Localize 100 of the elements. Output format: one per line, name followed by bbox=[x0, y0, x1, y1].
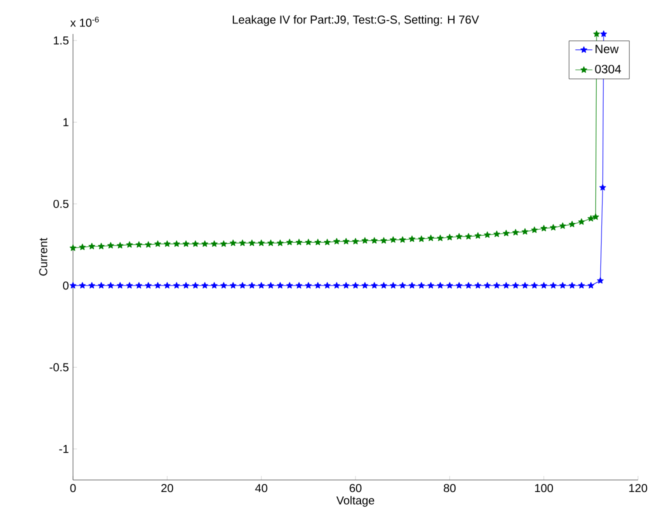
point bbox=[192, 240, 199, 247]
point bbox=[276, 282, 284, 288]
x-tick-label: 60 bbox=[350, 484, 362, 492]
point bbox=[70, 244, 76, 251]
point bbox=[370, 282, 378, 288]
x-tick-label: 100 bbox=[535, 484, 553, 492]
point bbox=[456, 282, 462, 288]
point bbox=[592, 213, 599, 220]
point bbox=[568, 220, 576, 228]
point bbox=[593, 30, 600, 37]
point bbox=[540, 224, 548, 232]
point bbox=[286, 238, 293, 246]
point bbox=[230, 282, 236, 288]
point bbox=[588, 215, 594, 222]
y-tick-label: 0.5 bbox=[53, 200, 68, 208]
point bbox=[144, 282, 152, 288]
point bbox=[531, 226, 538, 233]
x-tick-label: 0 bbox=[70, 484, 76, 492]
point bbox=[182, 240, 190, 247]
point bbox=[202, 282, 208, 288]
point bbox=[418, 236, 425, 242]
point bbox=[427, 282, 434, 288]
point bbox=[136, 241, 142, 248]
x-tick-label: 20 bbox=[161, 484, 174, 492]
point bbox=[286, 282, 293, 288]
point bbox=[220, 240, 228, 247]
point bbox=[314, 238, 322, 246]
point bbox=[296, 238, 302, 246]
point bbox=[79, 282, 86, 288]
point bbox=[192, 282, 199, 288]
point bbox=[436, 234, 444, 242]
point bbox=[380, 282, 388, 288]
point bbox=[352, 238, 359, 244]
point bbox=[446, 234, 454, 240]
point bbox=[493, 282, 500, 288]
point bbox=[370, 237, 378, 244]
point bbox=[116, 282, 124, 288]
point bbox=[531, 282, 538, 288]
point bbox=[578, 282, 585, 288]
point bbox=[550, 224, 557, 230]
point bbox=[98, 282, 105, 288]
point bbox=[107, 242, 114, 248]
point bbox=[390, 236, 397, 243]
point bbox=[568, 282, 576, 288]
point bbox=[408, 236, 416, 242]
point bbox=[342, 282, 350, 288]
point bbox=[342, 238, 350, 244]
point bbox=[296, 282, 302, 288]
point bbox=[79, 244, 86, 250]
point bbox=[144, 241, 152, 248]
point bbox=[116, 242, 124, 248]
y-tick-label: 1 bbox=[63, 118, 68, 126]
point bbox=[230, 240, 236, 246]
point bbox=[333, 238, 340, 244]
point bbox=[333, 282, 340, 288]
point bbox=[465, 233, 472, 240]
x-tick-label: 120 bbox=[629, 484, 648, 492]
point bbox=[522, 228, 528, 235]
point bbox=[239, 282, 246, 288]
point bbox=[399, 236, 406, 243]
point bbox=[276, 240, 284, 246]
y-axis-title: Current bbox=[39, 238, 48, 276]
point bbox=[70, 282, 76, 288]
point bbox=[126, 241, 133, 248]
y-tick-label: -0.5 bbox=[50, 363, 68, 372]
point bbox=[599, 184, 606, 190]
point bbox=[202, 240, 208, 247]
x-axis-title: Voltage bbox=[336, 496, 374, 507]
point bbox=[267, 282, 274, 288]
point bbox=[502, 230, 510, 236]
point bbox=[126, 282, 133, 288]
point bbox=[408, 282, 416, 288]
point bbox=[522, 282, 528, 288]
point bbox=[239, 240, 246, 246]
legend-label: 0304 bbox=[595, 64, 621, 74]
point bbox=[362, 282, 368, 288]
point bbox=[248, 240, 256, 246]
point bbox=[493, 230, 500, 237]
y-tick-label: -1 bbox=[59, 444, 68, 453]
point bbox=[484, 282, 491, 288]
point bbox=[220, 282, 228, 288]
point bbox=[173, 282, 180, 288]
point bbox=[210, 240, 218, 247]
point bbox=[248, 282, 256, 288]
point bbox=[305, 282, 312, 288]
chart-title: Leakage IV for Part:J9, Test:G-S, Setting: H 76V bbox=[232, 15, 480, 26]
point bbox=[324, 282, 331, 288]
point bbox=[164, 282, 171, 288]
point bbox=[154, 240, 162, 247]
point bbox=[474, 232, 482, 239]
point bbox=[88, 282, 96, 288]
point bbox=[380, 237, 388, 244]
point bbox=[267, 240, 274, 246]
point bbox=[258, 240, 265, 246]
point bbox=[578, 218, 585, 225]
point bbox=[210, 282, 218, 288]
point bbox=[352, 282, 359, 288]
x-tick-label: 80 bbox=[444, 484, 456, 492]
point bbox=[164, 240, 171, 247]
point bbox=[465, 282, 472, 288]
